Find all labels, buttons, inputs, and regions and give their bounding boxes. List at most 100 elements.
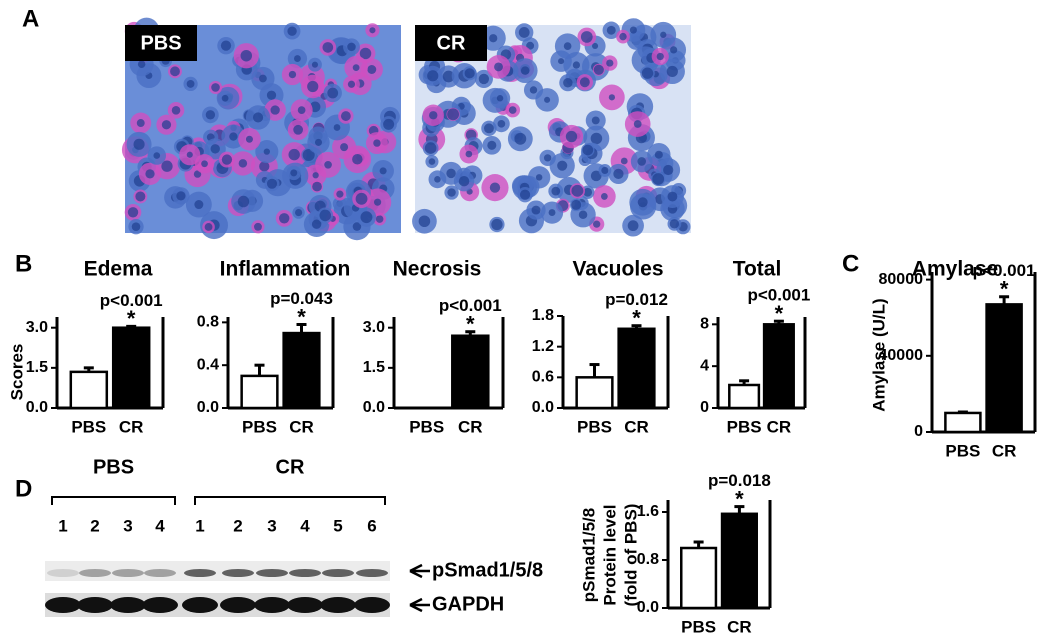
nucleus xyxy=(666,65,678,78)
lane-label: 4 xyxy=(300,516,310,535)
arrow xyxy=(409,563,430,579)
band xyxy=(47,569,79,577)
nucleus xyxy=(288,148,300,161)
nucleus xyxy=(270,105,280,115)
nucleus xyxy=(161,120,172,130)
nucleus xyxy=(641,67,654,79)
band xyxy=(45,597,81,613)
nucleus xyxy=(333,124,341,131)
nucleus xyxy=(311,219,322,229)
lane-label: 2 xyxy=(90,516,99,535)
x-tick-label: PBS xyxy=(727,417,762,436)
y-axis-label: Scores xyxy=(7,344,26,401)
nucleus xyxy=(590,132,603,145)
nucleus xyxy=(446,168,456,179)
nucleus xyxy=(340,111,351,121)
bar xyxy=(680,546,718,610)
y-tick-label: 3.0 xyxy=(363,319,385,336)
nucleus xyxy=(424,142,437,154)
nucleus xyxy=(484,123,494,134)
group-label: PBS xyxy=(93,456,134,478)
band xyxy=(77,597,113,613)
nucleus xyxy=(654,150,663,159)
bar xyxy=(240,374,279,410)
nucleus xyxy=(193,170,202,178)
nucleus xyxy=(427,70,439,82)
y-tick-label: 80000 xyxy=(879,271,924,288)
nucleus xyxy=(205,110,216,120)
chart-title: Necrosis xyxy=(393,258,482,281)
nucleus xyxy=(447,108,460,121)
nucleus xyxy=(519,189,531,200)
y-tick-label: 1.5 xyxy=(363,359,385,376)
y-tick-label: 0.0 xyxy=(532,399,554,416)
band xyxy=(182,597,218,613)
y-tick-label: 1.6 xyxy=(637,503,659,520)
nucleus xyxy=(531,205,541,215)
y-tick-label: 0 xyxy=(700,399,709,416)
x-tick-label: PBS xyxy=(242,417,277,436)
nucleus xyxy=(592,42,599,50)
nucleus xyxy=(145,169,155,179)
nucleus xyxy=(237,195,250,208)
band xyxy=(256,569,288,577)
nucleus xyxy=(497,119,506,128)
band xyxy=(254,597,290,613)
nucleus xyxy=(491,218,503,231)
nucleus xyxy=(660,31,667,38)
nucleus xyxy=(170,66,180,77)
lane-label: 1 xyxy=(195,516,204,535)
nucleus xyxy=(489,34,498,43)
nucleus xyxy=(201,160,208,168)
significance: * xyxy=(466,312,475,337)
lane-label: 5 xyxy=(333,516,342,535)
panel-label: A xyxy=(22,5,39,32)
y-axis-label: Amylase (U/L) xyxy=(869,298,888,411)
nucleus xyxy=(627,220,639,232)
nucleus xyxy=(633,120,642,128)
nucleus xyxy=(520,66,530,75)
nucleus xyxy=(375,215,384,223)
nucleus xyxy=(360,211,373,224)
nucleus xyxy=(319,209,332,222)
lane-label: 3 xyxy=(267,516,276,535)
bar xyxy=(282,331,321,410)
nucleus xyxy=(543,154,552,162)
nucleus xyxy=(600,193,608,200)
x-tick-label: PBS xyxy=(945,441,980,460)
nucleus xyxy=(295,209,303,217)
nucleus xyxy=(514,132,527,145)
nucleus xyxy=(373,139,381,147)
lane-label: 4 xyxy=(155,516,165,535)
nucleus xyxy=(347,42,356,52)
y-tick-label: 40000 xyxy=(879,347,924,364)
arrow xyxy=(409,597,430,613)
band xyxy=(289,569,321,577)
nucleus xyxy=(131,222,141,231)
nucleus xyxy=(238,159,248,168)
band-label: GAPDH xyxy=(432,593,504,615)
annotation: p=0.012 xyxy=(605,290,668,309)
panel-label: C xyxy=(842,250,859,277)
band xyxy=(184,569,216,577)
significance: * xyxy=(127,306,136,331)
nucleus xyxy=(204,223,213,231)
nucleus xyxy=(336,190,344,198)
nucleus xyxy=(293,124,304,135)
bar xyxy=(944,411,982,434)
nucleus xyxy=(127,207,139,218)
nucleus xyxy=(161,160,173,172)
x-tick-label: CR xyxy=(119,417,144,436)
nucleus xyxy=(579,77,590,88)
lane-label: 2 xyxy=(233,516,242,535)
histology-image xyxy=(412,18,691,237)
nucleus xyxy=(428,158,436,165)
y-axis-label: Protein level xyxy=(600,504,619,605)
annotation: p<0.001 xyxy=(747,286,810,305)
nucleus xyxy=(186,151,193,158)
nucleus xyxy=(572,61,581,69)
nucleus xyxy=(508,106,517,114)
nucleus xyxy=(590,170,602,182)
nucleus xyxy=(259,161,270,172)
